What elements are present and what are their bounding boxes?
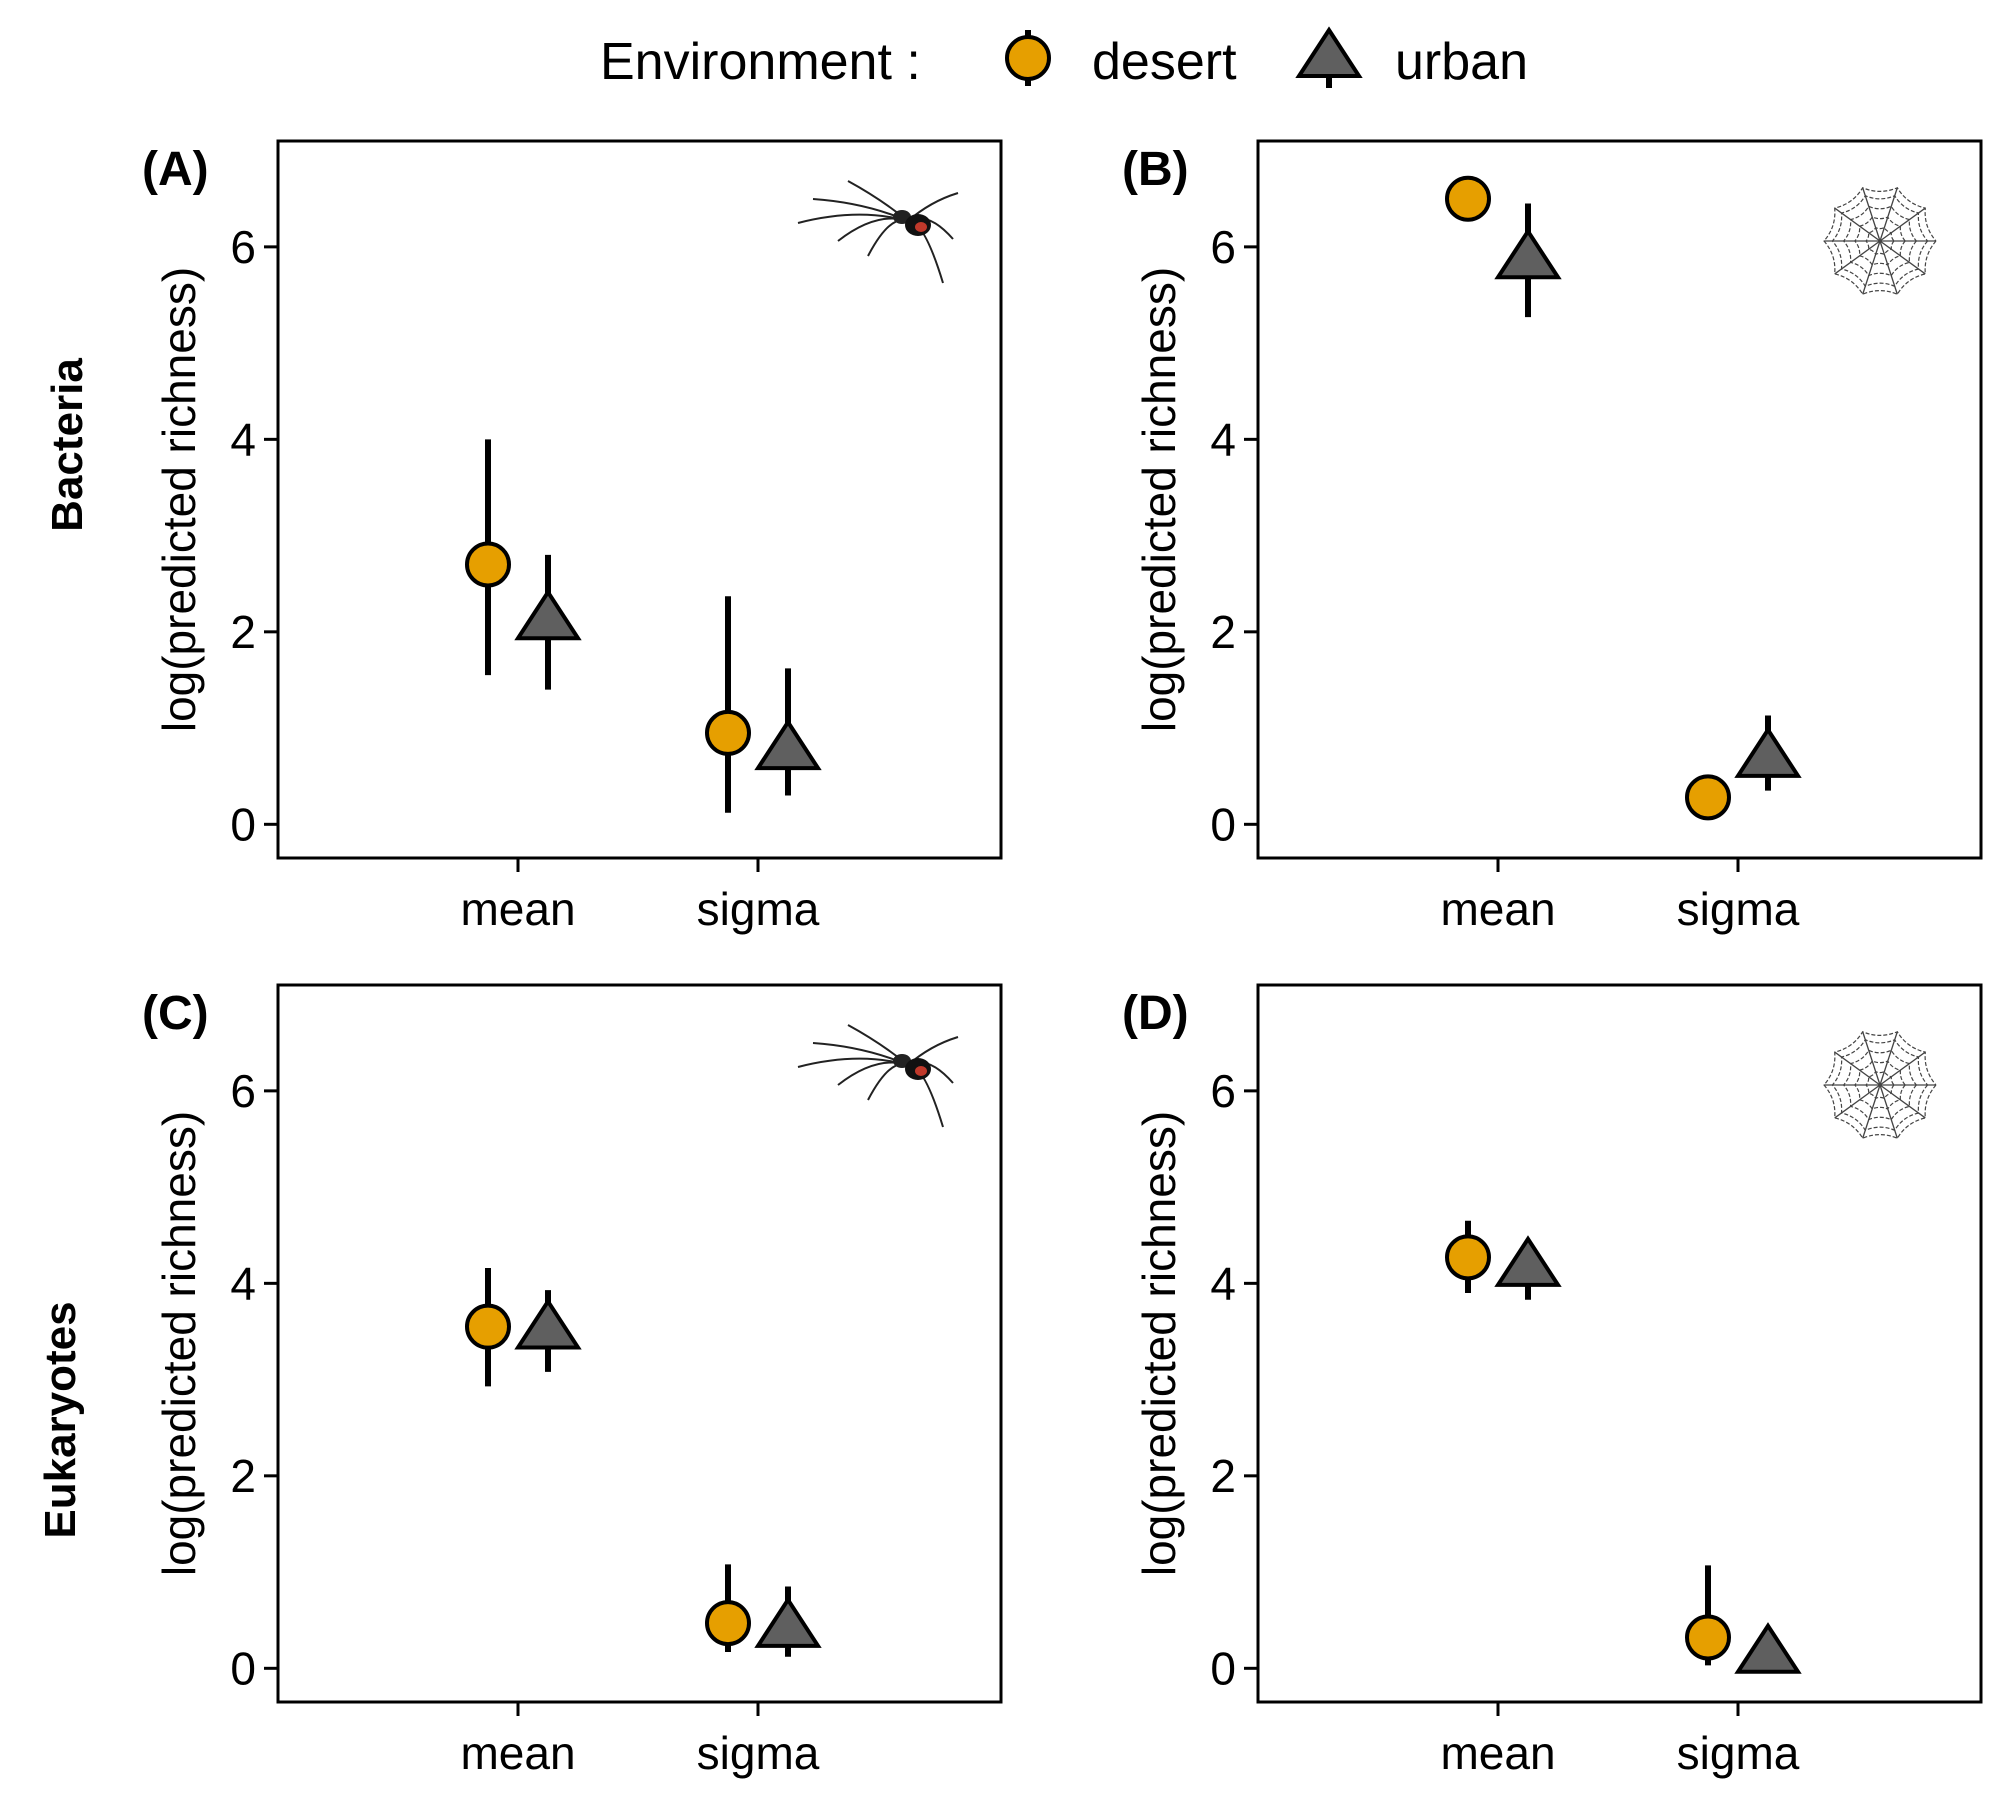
spider-web-icon [1823, 1030, 1937, 1140]
panel-label: (C) [142, 987, 209, 1040]
panel-label: (A) [142, 143, 209, 196]
y-tick-label: 6 [230, 221, 256, 273]
spider-icon [797, 180, 959, 284]
y-tick-label: 4 [1210, 413, 1236, 465]
point-urban-sigma [1734, 1622, 1802, 1674]
y-tick-label: 6 [230, 1065, 256, 1117]
y-axis-label: log(predicted richness) [1133, 267, 1185, 732]
y-tick-label: 2 [1210, 1450, 1236, 1502]
x-tick-label-mean: mean [460, 883, 575, 935]
point-desert-sigma [705, 1600, 751, 1647]
x-tick-label-mean: mean [1440, 1727, 1555, 1779]
x-tick-label-mean: mean [1440, 883, 1555, 935]
legend: Environment : desert urban [600, 26, 1528, 91]
point-urban-sigma [754, 1596, 822, 1648]
panel-b: (B) log(predicted richness) 0 2 4 6 mean sigma [1122, 139, 1983, 935]
x-tick-label-sigma: sigma [1677, 1727, 1800, 1779]
point-desert-mean [1445, 1234, 1491, 1281]
y-tick-label: 0 [1210, 1642, 1236, 1694]
x-tick-label-sigma: sigma [697, 883, 820, 935]
point-desert-mean [465, 1303, 511, 1350]
plot-frame [276, 983, 1003, 1704]
x-tick-label-mean: mean [460, 1727, 575, 1779]
plot-frame [1256, 983, 1983, 1704]
x-tick-label-sigma: sigma [697, 1727, 820, 1779]
y-tick-label: 6 [1210, 1065, 1236, 1117]
point-desert-sigma [1685, 1614, 1731, 1661]
panel-label: (D) [1122, 987, 1189, 1040]
y-tick-label: 4 [230, 1257, 256, 1309]
y-tick-label: 4 [230, 413, 256, 465]
point-desert-mean [465, 541, 511, 588]
row-label-bacteria: Bacteria [43, 358, 92, 532]
point-urban-mean [1494, 1235, 1562, 1287]
spider-icon [797, 1024, 959, 1128]
legend-key-urban [1295, 26, 1363, 88]
point-urban-sigma [754, 718, 822, 771]
y-tick-label: 2 [230, 606, 256, 658]
legend-label-desert: desert [1092, 33, 1237, 91]
plot-frame [276, 139, 1003, 860]
legend-title: Environment : [600, 33, 921, 91]
row-label-eukaryotes: Eukaryotes [36, 1301, 85, 1538]
point-urban-mean [514, 588, 582, 641]
y-axis-label: log(predicted richness) [1133, 1111, 1185, 1576]
y-axis-label: log(predicted richness) [153, 267, 205, 732]
y-axis-label: log(predicted richness) [153, 1111, 205, 1576]
panel-c: (C) log(predicted richness) 0 2 4 6 mean sigma [142, 983, 1003, 1779]
y-tick-label: 0 [1210, 798, 1236, 850]
y-tick-label: 4 [1210, 1257, 1236, 1309]
x-tick-label-sigma: sigma [1677, 883, 1800, 935]
y-tick-label: 2 [1210, 606, 1236, 658]
y-tick-label: 0 [230, 1642, 256, 1694]
panel-d: (D) log(predicted richness) 0 2 4 6 mean sigma [1122, 983, 1983, 1779]
spider-web-icon [1823, 186, 1937, 296]
legend-label-urban: urban [1395, 33, 1528, 91]
y-tick-label: 0 [230, 798, 256, 850]
point-urban-mean [514, 1297, 582, 1350]
point-desert-mean [1445, 175, 1491, 222]
point-desert-sigma [1685, 774, 1731, 821]
point-urban-sigma [1734, 726, 1802, 778]
point-urban-mean [1494, 227, 1562, 280]
y-tick-label: 2 [230, 1450, 256, 1502]
y-tick-label: 6 [1210, 221, 1236, 273]
plot-frame [1256, 139, 1983, 860]
panel-label: (B) [1122, 143, 1189, 196]
point-desert-sigma [705, 709, 751, 756]
legend-key-desert [1005, 30, 1051, 86]
panel-a: (A) log(predicted richness) 0 2 4 6 mean sigma [142, 139, 1003, 935]
